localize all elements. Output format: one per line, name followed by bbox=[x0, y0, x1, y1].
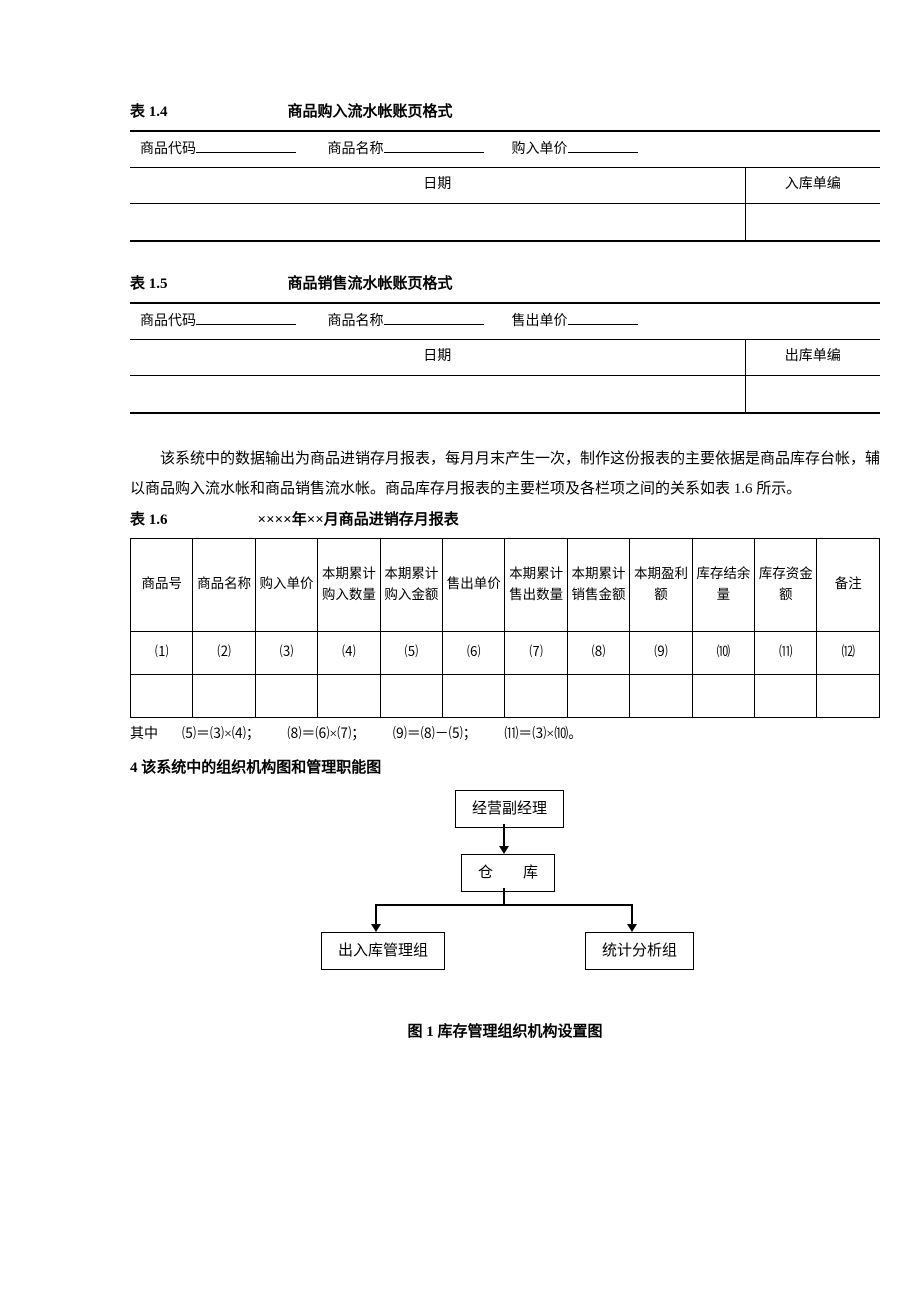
table14-col2: 入库单编 bbox=[745, 168, 880, 203]
table15-col1: 日期 bbox=[130, 340, 745, 375]
table15-field2: 商品名称 bbox=[328, 314, 384, 329]
org-box-mid: 仓 库 bbox=[461, 854, 555, 892]
table14-field2: 商品名称 bbox=[328, 142, 384, 157]
table14-label-row: 表 1.4 商品购入流水帐账页格式 bbox=[130, 100, 880, 124]
table16-label-row: 表 1.6 ××××年××月商品进销存月报表 bbox=[130, 508, 880, 532]
table16-n4: ⑸ bbox=[380, 631, 442, 674]
table16-h6: 本期累计售出数量 bbox=[505, 538, 567, 631]
table16-h0: 商品号 bbox=[131, 538, 193, 631]
table14-field3: 购入单价 bbox=[512, 142, 568, 157]
formula-3: ⑼＝⑻－⑸； bbox=[393, 727, 477, 742]
org-box-top: 经营副经理 bbox=[455, 790, 564, 828]
table15-empty2 bbox=[745, 375, 880, 413]
figure-1-caption: 图 1 库存管理组织机构设置图 bbox=[130, 1020, 880, 1044]
table14: 商品代码 商品名称 购入单价 日期 入库单编 bbox=[130, 130, 880, 242]
table16-h4: 本期累计购入金额 bbox=[380, 538, 442, 631]
org-arrow-2r bbox=[627, 924, 637, 932]
table16-n10: ⑾ bbox=[755, 631, 817, 674]
table16-h3: 本期累计购入数量 bbox=[318, 538, 380, 631]
table16-h9: 库存结余量 bbox=[692, 538, 754, 631]
table16-h7: 本期累计销售金额 bbox=[567, 538, 629, 631]
table16-number: 表 1.6 bbox=[130, 508, 168, 532]
table16-n8: ⑼ bbox=[630, 631, 692, 674]
table15-label-row: 表 1.5 商品销售流水帐账页格式 bbox=[130, 272, 880, 296]
formula-4: ⑾＝⑶×⑽。 bbox=[504, 727, 582, 742]
table16-empty-row bbox=[131, 674, 880, 717]
formula-1: ⑸＝⑶×⑷； bbox=[182, 727, 260, 742]
section-4-heading: 4 该系统中的组织机构图和管理职能图 bbox=[130, 756, 880, 780]
table16-h5: 售出单价 bbox=[443, 538, 505, 631]
table16-h11: 备注 bbox=[817, 538, 880, 631]
formula-row: 其中 ⑸＝⑶×⑷； ⑻＝⑹×⑺； ⑼＝⑻－⑸； ⑾＝⑶×⑽。 bbox=[130, 724, 880, 746]
table16-n6: ⑺ bbox=[505, 631, 567, 674]
table16-header-row: 商品号 商品名称 购入单价 本期累计购入数量 本期累计购入金额 售出单价 本期累… bbox=[131, 538, 880, 631]
formula-prefix: 其中 bbox=[130, 727, 158, 742]
org-arrow-2l bbox=[371, 924, 381, 932]
formula-2: ⑻＝⑹×⑺； bbox=[287, 727, 365, 742]
table16-n9: ⑽ bbox=[692, 631, 754, 674]
org-box-right: 统计分析组 bbox=[585, 932, 694, 970]
org-line-h bbox=[375, 904, 633, 906]
table16-h1: 商品名称 bbox=[193, 538, 255, 631]
table16-h10: 库存资金额 bbox=[755, 538, 817, 631]
table16-n1: ⑵ bbox=[193, 631, 255, 674]
table16-n5: ⑹ bbox=[443, 631, 505, 674]
body-paragraph: 该系统中的数据输出为商品进销存月报表，每月月末产生一次，制作这份报表的主要依据是… bbox=[130, 444, 880, 504]
table14-empty1 bbox=[130, 203, 745, 241]
table14-empty2 bbox=[745, 203, 880, 241]
table16-h2: 购入单价 bbox=[255, 538, 317, 631]
table16-n7: ⑻ bbox=[567, 631, 629, 674]
table16-title: ××××年××月商品进销存月报表 bbox=[258, 508, 459, 532]
table15-number: 表 1.5 bbox=[130, 272, 168, 296]
org-line-3l bbox=[375, 904, 377, 926]
table14-col1: 日期 bbox=[130, 168, 745, 203]
table16-n11: ⑿ bbox=[817, 631, 880, 674]
table14-number: 表 1.4 bbox=[130, 100, 168, 124]
table16-n2: ⑶ bbox=[255, 631, 317, 674]
table16-number-row: ⑴ ⑵ ⑶ ⑷ ⑸ ⑹ ⑺ ⑻ ⑼ ⑽ ⑾ ⑿ bbox=[131, 631, 880, 674]
org-line-2 bbox=[503, 888, 505, 904]
table15: 商品代码 商品名称 售出单价 日期 出库单编 bbox=[130, 302, 880, 414]
table16-n3: ⑷ bbox=[318, 631, 380, 674]
table14-fields: 商品代码 商品名称 购入单价 bbox=[130, 131, 880, 168]
org-chart: 经营副经理 仓 库 出入库管理组 统计分析组 bbox=[275, 790, 735, 990]
table14-title: 商品购入流水帐账页格式 bbox=[288, 100, 453, 124]
table15-col2: 出库单编 bbox=[745, 340, 880, 375]
table15-fields: 商品代码 商品名称 售出单价 bbox=[130, 303, 880, 340]
table15-empty1 bbox=[130, 375, 745, 413]
table15-field1: 商品代码 bbox=[140, 314, 196, 329]
org-box-left: 出入库管理组 bbox=[321, 932, 445, 970]
table16-n0: ⑴ bbox=[131, 631, 193, 674]
table15-title: 商品销售流水帐账页格式 bbox=[288, 272, 453, 296]
table16: 商品号 商品名称 购入单价 本期累计购入数量 本期累计购入金额 售出单价 本期累… bbox=[130, 538, 880, 718]
table15-field3: 售出单价 bbox=[512, 314, 568, 329]
table14-field1: 商品代码 bbox=[140, 142, 196, 157]
table16-h8: 本期盈利额 bbox=[630, 538, 692, 631]
org-line-1 bbox=[503, 824, 505, 848]
org-line-3r bbox=[631, 904, 633, 926]
org-arrow-1 bbox=[499, 846, 509, 854]
